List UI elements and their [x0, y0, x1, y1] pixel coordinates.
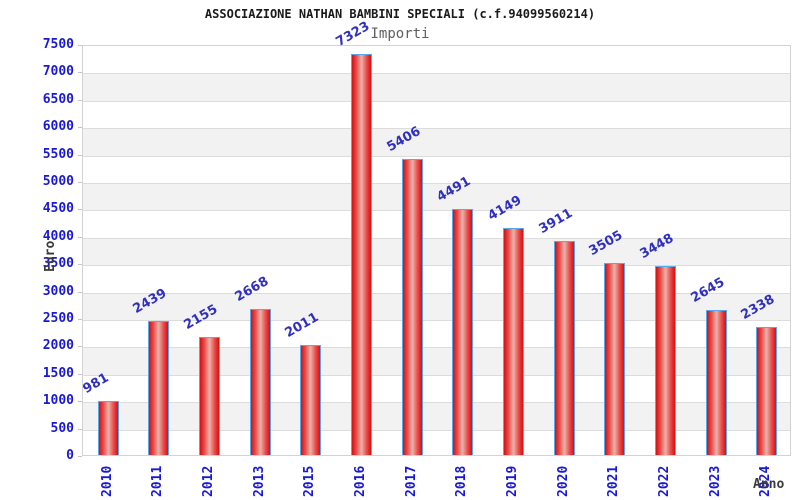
y-tick-label: 0 — [66, 448, 74, 463]
y-tick-mark — [78, 401, 82, 403]
shaded-band — [83, 128, 790, 156]
y-tick-mark — [78, 72, 82, 74]
shaded-band — [83, 237, 790, 266]
y-tick-label: 5000 — [42, 174, 74, 189]
y-tick-label: 2000 — [42, 338, 74, 354]
y-tick-mark — [78, 456, 82, 457]
gridline — [83, 265, 790, 267]
x-tick-label: 2021 — [606, 465, 622, 497]
y-axis-title: Euro — [43, 240, 58, 272]
bar-2019 — [502, 227, 524, 455]
y-tick-label: 1500 — [42, 365, 74, 381]
y-tick-mark — [78, 346, 82, 348]
bar-2013 — [249, 308, 271, 455]
x-axis-title: Anno — [753, 477, 785, 492]
gridline — [83, 374, 790, 376]
y-tick-mark — [78, 319, 82, 320]
gridline — [83, 320, 790, 321]
y-tick-label: 7000 — [42, 64, 74, 80]
y-tick-label: 3500 — [42, 256, 74, 272]
bar-2011 — [148, 321, 170, 455]
bar-2020 — [553, 240, 575, 455]
bar-2022 — [654, 266, 676, 455]
bar-2012 — [199, 336, 221, 455]
y-tick-mark — [78, 154, 82, 156]
gridline — [83, 73, 790, 75]
gridline — [83, 100, 790, 102]
y-tick-label: 4500 — [42, 201, 74, 217]
x-tick-label: 2017 — [403, 465, 419, 497]
gridline — [83, 292, 790, 294]
gridline — [83, 347, 790, 349]
y-tick-mark — [78, 182, 82, 183]
shaded-band — [83, 402, 790, 430]
gridline — [83, 183, 790, 184]
y-tick-label: 3000 — [42, 283, 74, 299]
chart-title: ASSOCIAZIONE NATHAN BAMBINI SPECIALI (c.… — [204, 7, 596, 21]
y-tick-mark — [78, 45, 82, 46]
gridline — [83, 402, 790, 404]
y-tick-label: 6500 — [42, 91, 74, 107]
bar-2021 — [604, 262, 626, 455]
y-tick-label: 2500 — [42, 311, 74, 326]
gridline — [83, 237, 790, 239]
chart-subtitle: Importi — [370, 26, 430, 42]
gridline — [83, 155, 790, 157]
bar-2010 — [97, 401, 119, 455]
y-tick-mark — [78, 291, 82, 293]
plot-area — [82, 45, 791, 456]
x-tick-label: 2022 — [656, 465, 672, 497]
bar-2016 — [351, 53, 373, 455]
bar-2017 — [401, 158, 423, 455]
bar-2015 — [300, 344, 322, 455]
x-tick-label: 2016 — [353, 465, 369, 497]
y-tick-label: 4000 — [42, 228, 74, 244]
gridline — [83, 429, 790, 431]
shaded-band — [83, 183, 790, 211]
y-tick-label: 500 — [50, 420, 74, 436]
bar-2024 — [756, 326, 778, 455]
y-tick-mark — [78, 236, 82, 238]
x-tick-label: 2012 — [201, 465, 217, 497]
bar-2018 — [452, 208, 474, 455]
x-tick-label: 2011 — [150, 465, 166, 497]
y-tick-label: 1000 — [42, 393, 74, 409]
y-tick-mark — [78, 264, 82, 266]
y-tick-mark — [78, 209, 82, 211]
x-tick-label: 2010 — [99, 465, 115, 497]
x-tick-label: 2015 — [302, 465, 318, 497]
x-tick-label: 2013 — [251, 465, 267, 497]
gridline — [83, 210, 790, 212]
gridline — [83, 128, 790, 130]
y-tick-label: 6000 — [42, 119, 74, 135]
y-tick-mark — [78, 373, 82, 375]
y-tick-mark — [78, 99, 82, 101]
x-tick-label: 2020 — [555, 465, 571, 497]
y-tick-label: 7500 — [42, 37, 74, 52]
y-tick-mark — [78, 127, 82, 129]
y-tick-mark — [78, 428, 82, 430]
shaded-band — [83, 73, 790, 101]
bar-2023 — [705, 310, 727, 455]
y-tick-label: 5500 — [42, 146, 74, 162]
x-tick-label: 2019 — [504, 465, 520, 497]
x-tick-label: 2023 — [707, 465, 723, 497]
x-tick-label: 2018 — [454, 465, 470, 497]
shaded-band — [83, 347, 790, 375]
